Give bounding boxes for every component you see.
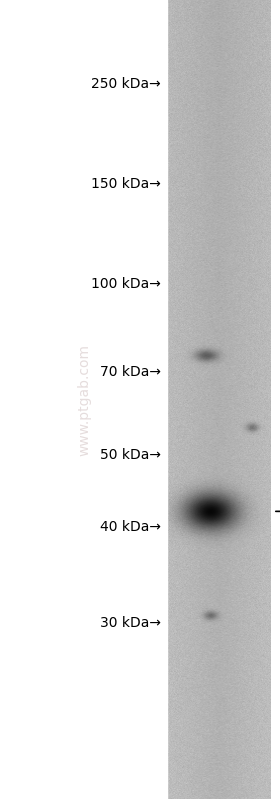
Text: www.ptgab.com: www.ptgab.com: [77, 344, 91, 455]
Text: 150 kDa→: 150 kDa→: [91, 177, 161, 191]
Text: 100 kDa→: 100 kDa→: [91, 276, 161, 291]
Text: 40 kDa→: 40 kDa→: [100, 520, 161, 535]
Text: 70 kDa→: 70 kDa→: [100, 364, 161, 379]
Text: 50 kDa→: 50 kDa→: [100, 448, 161, 463]
Text: 250 kDa→: 250 kDa→: [91, 77, 161, 91]
Text: 30 kDa→: 30 kDa→: [100, 616, 161, 630]
